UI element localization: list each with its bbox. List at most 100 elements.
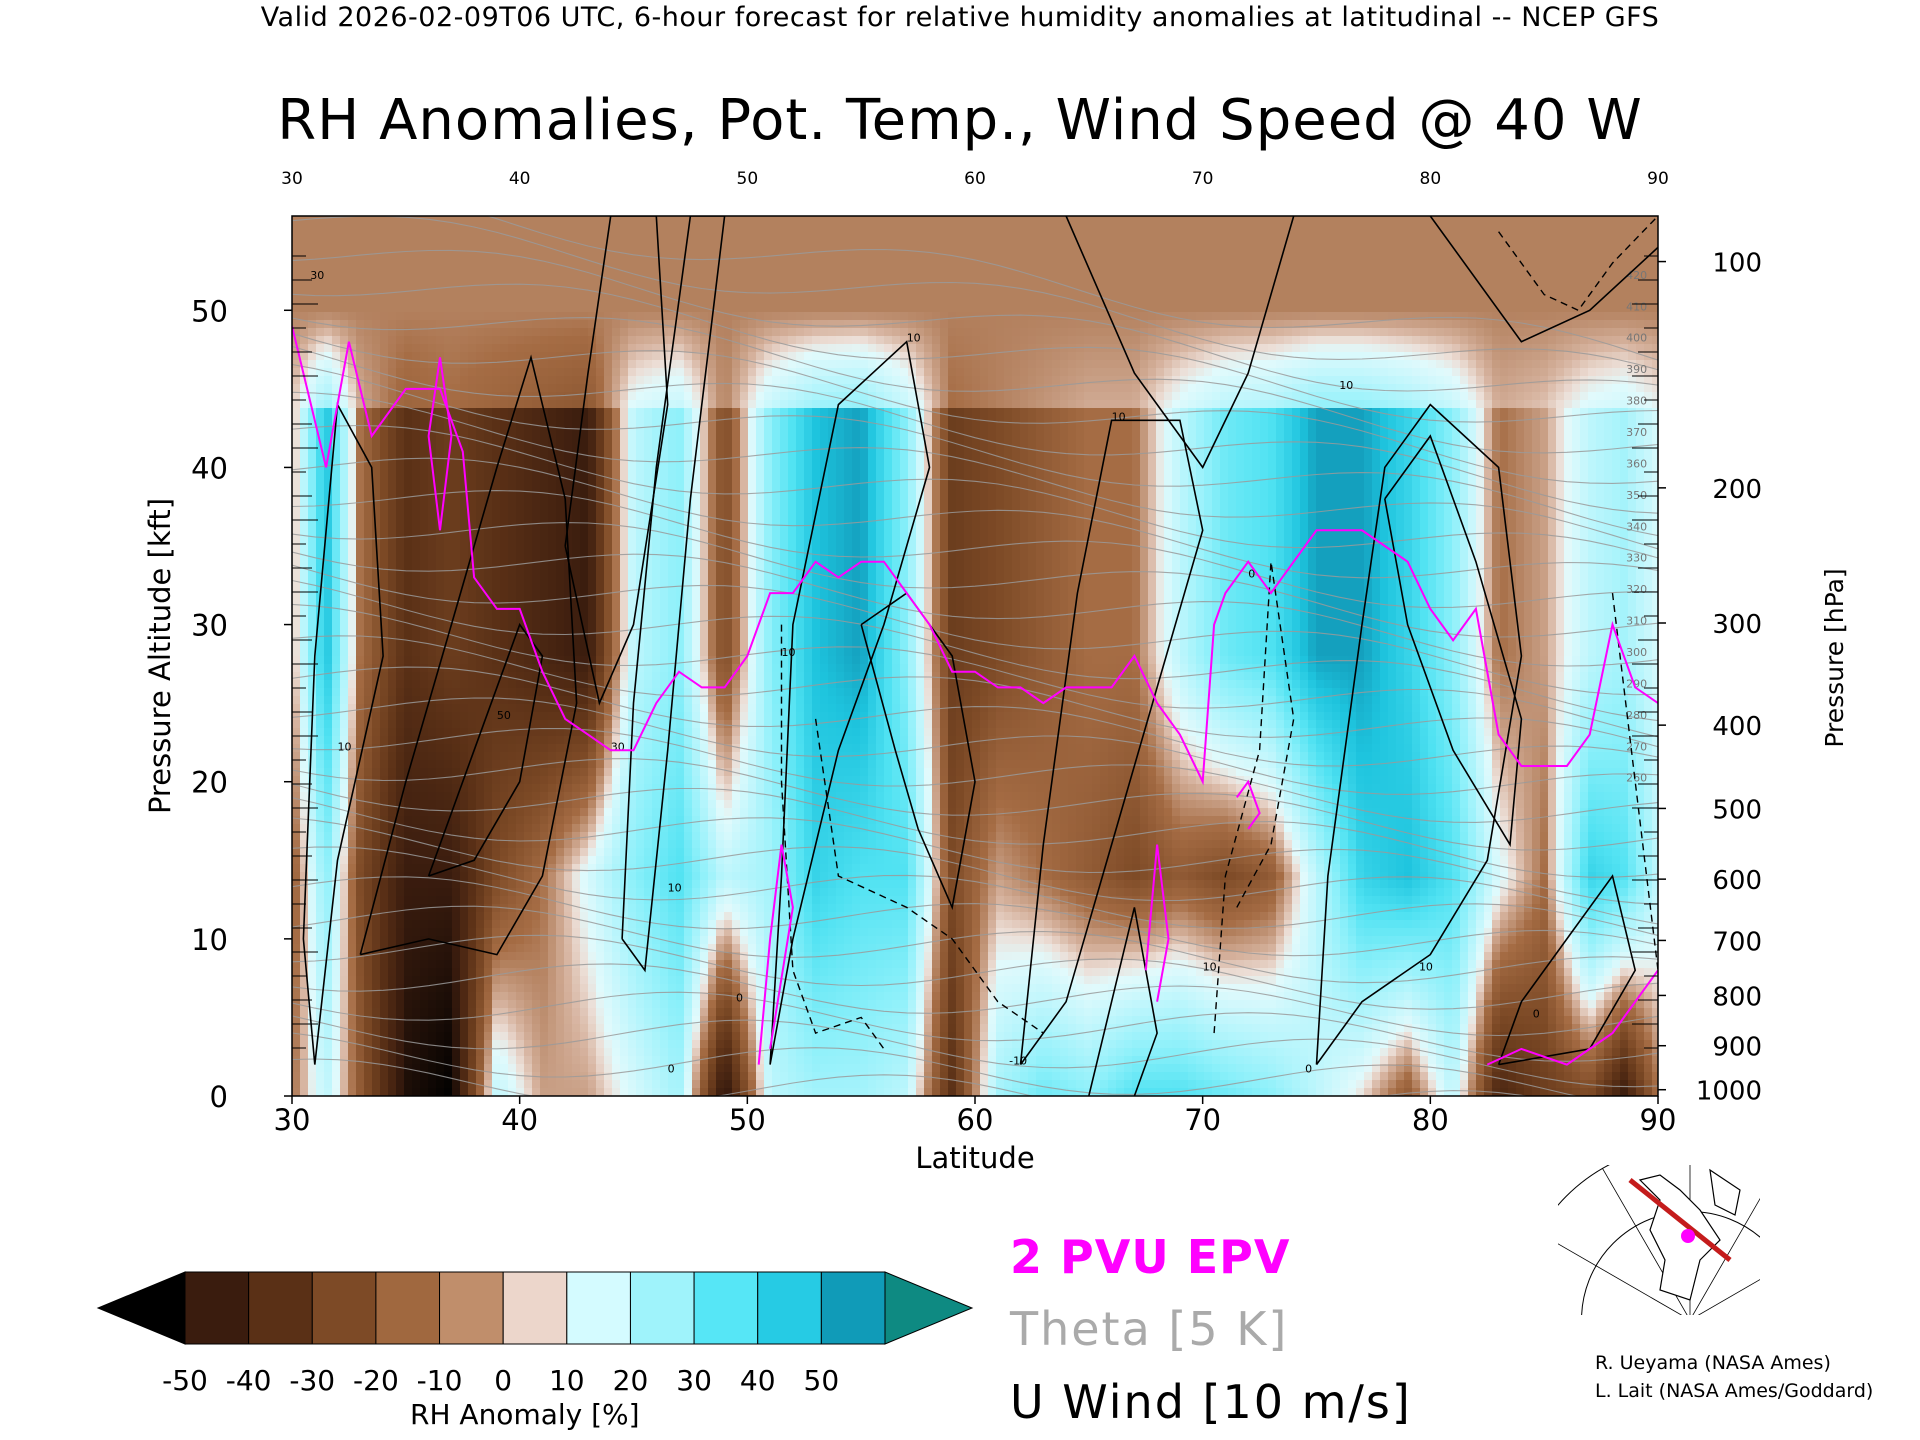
- u-wind-contour-13: [1088, 907, 1158, 1096]
- u-wind-contours: 30 10 50 30 10 0 10 0 10 10 0 10 10 0 0 10 -10: [302, 216, 1658, 1096]
- pressure-tick-label-500: 500: [1712, 795, 1762, 825]
- x-top-tick-label-90: 90: [1647, 169, 1669, 189]
- u-wind-label-11: 10: [1203, 960, 1217, 973]
- u-wind-neg-contour-1: [814, 718, 1044, 1034]
- u-wind-neg-contour-3: [1498, 216, 1658, 312]
- theta-contour-21: [292, 522, 1658, 638]
- x-axis-label: Latitude: [915, 1141, 1034, 1175]
- pressure-tick-label-1000: 1000: [1696, 1077, 1762, 1107]
- colorbar-box-1: [248, 1271, 313, 1345]
- x-tick-label-70: 70: [1184, 1103, 1221, 1137]
- u-wind-label-8: 10: [907, 332, 921, 345]
- theta-contour-33: [486, 216, 1658, 361]
- location-inset-map: [1558, 1165, 1760, 1315]
- colorbar-box-4: [439, 1271, 504, 1345]
- colorbar-box-2: [311, 1271, 377, 1345]
- x-top-tick-label-40: 40: [509, 169, 531, 189]
- theta-label-300: 300: [1626, 646, 1647, 659]
- theta-contour-12: [292, 758, 1658, 851]
- epv-2pvu-line: [292, 325, 1658, 1066]
- colorbar-tick--20: -20: [353, 1364, 399, 1397]
- u-wind-contour-2: [427, 622, 544, 877]
- theta-contour-0: [292, 1058, 1530, 1096]
- x-top-tick-label-50: 50: [737, 169, 759, 189]
- theta-contour-23: [292, 457, 1658, 579]
- theta-label-400: 400: [1626, 332, 1647, 345]
- theta-contour-20: [292, 551, 1658, 667]
- colorbar-box-8: [693, 1271, 759, 1345]
- y-tick-label-10: 10: [191, 923, 228, 957]
- x-tick-label-90: 90: [1640, 1103, 1677, 1137]
- colorbar-high-arrow: [884, 1271, 974, 1345]
- y-tick-label-50: 50: [191, 294, 228, 328]
- x-top-tick-label-30: 30: [281, 169, 303, 189]
- theta-contour-18: [292, 579, 1658, 722]
- u-wind-neg-contour-2: [1213, 561, 1295, 1034]
- chart-title: RH Anomalies, Pot. Temp., Wind Speed @ 4…: [277, 88, 1643, 153]
- legend-epv: 2 PVU EPV: [1010, 1230, 1291, 1284]
- colorbar-tick-20: 20: [613, 1364, 649, 1397]
- inset-meridian-330: [1697, 1279, 1760, 1315]
- colorbar-tick-10: 10: [549, 1364, 585, 1397]
- y-tick-label-20: 20: [191, 766, 228, 800]
- theta-label-340: 340: [1626, 520, 1647, 533]
- theta-contour-15: [292, 666, 1658, 767]
- u-wind-label-4: 10: [668, 882, 682, 895]
- pressure-tick-label-600: 600: [1712, 866, 1762, 896]
- theta-contour-3: [292, 991, 1658, 1062]
- u-wind-contour-0: [302, 401, 384, 1065]
- theta-contour-30: [292, 283, 1658, 423]
- u-wind-label-15: 10: [1419, 960, 1433, 973]
- y-axis-label: Pressure Altitude [kft]: [143, 498, 177, 814]
- y-tick-label-40: 40: [191, 451, 228, 485]
- u-wind-label-13: 0: [1305, 1062, 1312, 1075]
- colorbar-box-6: [566, 1271, 631, 1345]
- x-tick-label-30: 30: [274, 1103, 311, 1137]
- legend-theta: Theta [5 K]: [1010, 1302, 1289, 1356]
- theta-contour-11: [292, 783, 1658, 878]
- u-wind-label-3: 30: [611, 740, 625, 753]
- u-wind-label-7: 0: [736, 992, 743, 1005]
- theta-contour-31: [292, 249, 1658, 392]
- inset-meridian-300: [1692, 1197, 1760, 1315]
- u-wind-label-6: 10: [781, 646, 795, 659]
- u-wind-contour-9: [1315, 403, 1523, 1066]
- colorbar-tick-40: 40: [740, 1364, 776, 1397]
- pressure-tick-label-200: 200: [1712, 475, 1762, 505]
- legend-wind: U Wind [10 m/s]: [1010, 1375, 1412, 1429]
- u-wind-label-2: 50: [497, 709, 511, 722]
- u-wind-label-9: 10: [1112, 410, 1126, 423]
- theta-contour-8: [292, 846, 1658, 937]
- x-top-tick-label-70: 70: [1192, 169, 1214, 189]
- x-tick-label-60: 60: [957, 1103, 994, 1137]
- colorbar-box-9: [757, 1271, 822, 1345]
- u-wind-contour-5: [769, 340, 931, 1065]
- theta-label-320: 320: [1626, 583, 1647, 596]
- u-wind-label-16: -10: [1009, 1055, 1027, 1068]
- colorbar-box-5: [502, 1271, 568, 1345]
- y2-axis-label: Pressure [hPa]: [1820, 568, 1849, 747]
- x-tick-label-80: 80: [1412, 1103, 1449, 1137]
- u-wind-label-14: 0: [1533, 1007, 1540, 1020]
- theta-label-380: 380: [1626, 395, 1647, 408]
- theta-label-330: 330: [1626, 552, 1647, 565]
- theta-contour-4: [292, 963, 1658, 1037]
- theta-label-360: 360: [1626, 457, 1647, 470]
- colorbar-tick--30: -30: [289, 1364, 335, 1397]
- x-top-tick-label-60: 60: [964, 169, 986, 189]
- u-wind-contour-8: [1065, 216, 1295, 469]
- theta-label-280: 280: [1626, 709, 1647, 722]
- u-wind-label-10: 0: [1248, 567, 1255, 580]
- u-wind-label-0: 30: [310, 269, 324, 282]
- colorbar-box-10: [820, 1271, 886, 1345]
- epv-2pvu-island-0: [427, 357, 453, 531]
- u-wind-contour-1: [359, 354, 578, 956]
- epv-2pvu-island-2: [1144, 844, 1170, 1002]
- theta-contour-24: [292, 424, 1658, 559]
- pressure-tick-label-100: 100: [1712, 249, 1762, 279]
- u-wind-label-12: 10: [1339, 379, 1353, 392]
- y-tick-label-0: 0: [210, 1080, 228, 1114]
- colorbar-tick--50: -50: [162, 1364, 208, 1397]
- colorbar-tick-0: 0: [494, 1364, 512, 1397]
- u-wind-contour-10: [1384, 434, 1523, 848]
